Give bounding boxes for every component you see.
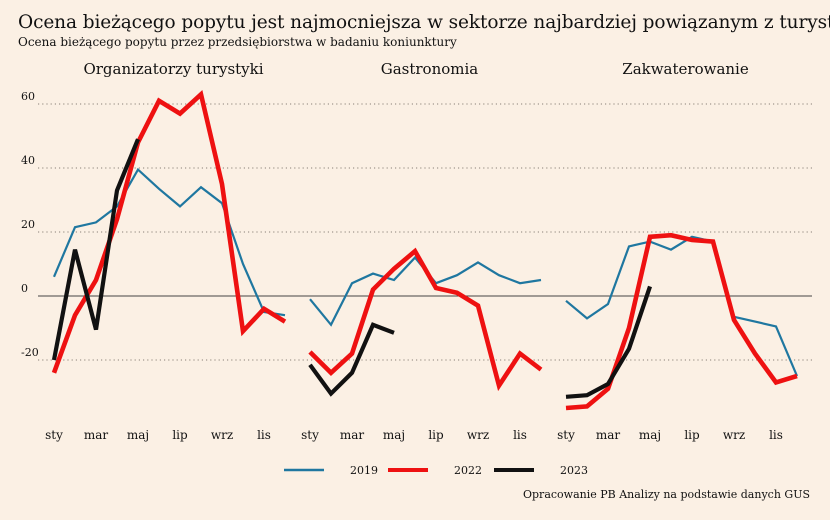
series-line-2019: [52, 167, 286, 317]
x-tick-label: lip: [684, 428, 700, 442]
x-tick-label: lip: [172, 428, 188, 442]
y-tick-label: 60: [21, 90, 35, 103]
x-tick-label: wrz: [467, 428, 489, 442]
x-tick-label: lip: [428, 428, 444, 442]
x-tick-label: mar: [84, 428, 109, 442]
series-line-2023: [308, 322, 395, 397]
legend-label-2019: 2019: [350, 464, 378, 477]
x-tick-label: wrz: [211, 428, 233, 442]
y-tick-label: 0: [21, 282, 28, 295]
series-line-2022: [51, 90, 287, 374]
x-tick-label: sty: [301, 428, 319, 442]
legend-label-2023: 2023: [560, 464, 588, 477]
series-line-2023: [51, 138, 140, 361]
series-line-2022: [565, 232, 798, 411]
x-tick-label: maj: [127, 428, 149, 442]
series-line-2019: [565, 235, 799, 377]
y-tick-label: -20: [21, 346, 39, 359]
x-tick-label: maj: [383, 428, 405, 442]
x-tick-label: lis: [513, 428, 527, 442]
panel-title: Zakwaterowanie: [622, 60, 749, 78]
series-line-2023: [565, 285, 652, 399]
x-tick-label: lis: [257, 428, 271, 442]
y-tick-label: 20: [21, 218, 35, 231]
x-tick-label: mar: [340, 428, 365, 442]
x-tick-label: sty: [45, 428, 63, 442]
x-tick-label: wrz: [723, 428, 745, 442]
panel-title: Organizatorzy turystyki: [83, 60, 263, 78]
x-tick-label: mar: [596, 428, 621, 442]
source-note: Opracowanie PB Analizy na podstawie dany…: [523, 488, 810, 501]
x-tick-label: maj: [639, 428, 661, 442]
legend-label-2022: 2022: [454, 464, 482, 477]
chart-subtitle: Ocena bieżącego popytu przez przedsiębio…: [18, 35, 457, 49]
y-tick-label: 40: [21, 154, 35, 167]
chart-title: Ocena bieżącego popytu jest najmocniejsz…: [18, 12, 830, 33]
series-line-2022: [308, 247, 543, 392]
panel-title: Gastronomia: [381, 60, 479, 78]
x-tick-label: lis: [769, 428, 783, 442]
x-tick-label: sty: [557, 428, 575, 442]
